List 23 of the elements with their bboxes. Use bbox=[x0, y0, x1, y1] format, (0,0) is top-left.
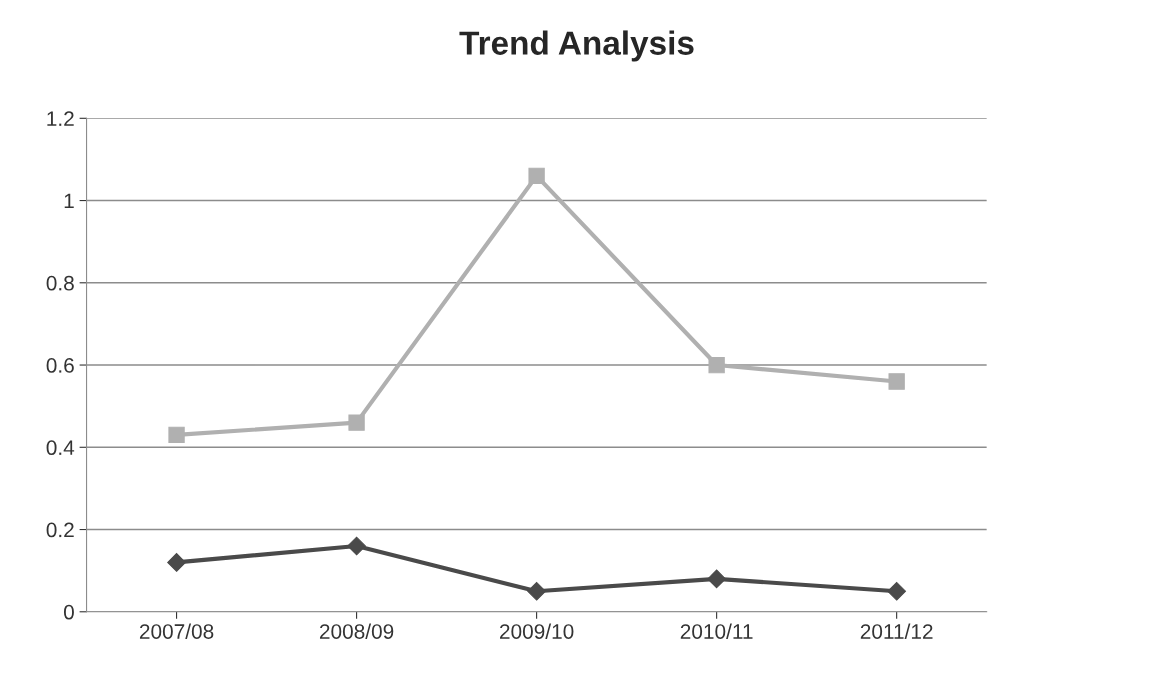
x-tick-label: 2011/12 bbox=[860, 623, 933, 639]
point bbox=[167, 553, 186, 572]
point bbox=[707, 569, 726, 589]
point bbox=[528, 167, 545, 185]
point bbox=[348, 414, 365, 431]
point bbox=[527, 581, 546, 601]
x-tick-label: 2009/10 bbox=[500, 623, 574, 639]
x-tick-label: 2007/08 bbox=[139, 623, 214, 639]
chart-title: Trend Analysis bbox=[459, 30, 694, 62]
point bbox=[708, 356, 725, 374]
x-tick-label: 2010/11 bbox=[680, 623, 753, 639]
point bbox=[347, 536, 366, 556]
y-tick-label: 0.4 bbox=[46, 440, 75, 456]
x-tick-label: 2008/09 bbox=[319, 623, 394, 639]
y-tick-label: 0.8 bbox=[46, 275, 74, 291]
point bbox=[168, 426, 185, 444]
point bbox=[888, 373, 905, 390]
y-tick-label: 0 bbox=[63, 604, 74, 620]
y-tick-label: 0.6 bbox=[46, 358, 74, 373]
point bbox=[887, 581, 907, 601]
y-tick-label: 1 bbox=[64, 193, 74, 209]
y-tick-label: 1.2 bbox=[47, 111, 74, 126]
y-tick-label: 0.2 bbox=[46, 522, 74, 538]
